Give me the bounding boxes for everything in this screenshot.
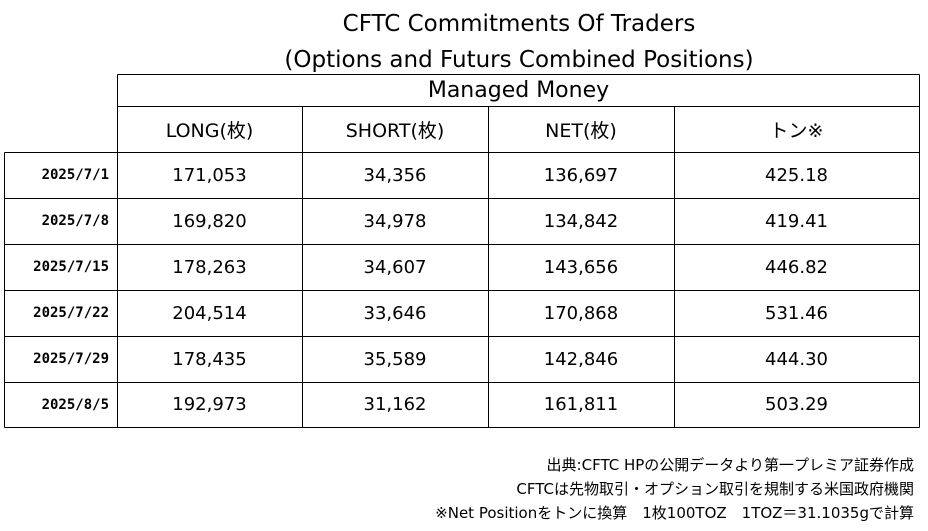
short-value: 33,646: [363, 302, 427, 324]
tons-value: 503.29: [765, 394, 828, 415]
row-date: 2025/7/1: [41, 167, 109, 183]
tons-value: 444.30: [765, 348, 828, 370]
tons-value: 531.46: [765, 302, 828, 324]
tons-value: 425.18: [765, 164, 828, 186]
net-value: 134,842: [543, 210, 619, 232]
long-value: 178,435: [172, 348, 247, 370]
net-value: 143,656: [543, 256, 619, 278]
tons-value: 419.41: [765, 210, 828, 232]
row-date: 2025/8/5: [41, 396, 109, 413]
long-value: 192,973: [172, 394, 247, 415]
short-value: 34,978: [363, 210, 427, 232]
chart-title: CFTC Commitments Of Traders: [342, 11, 696, 37]
row-date: 2025/7/8: [41, 213, 109, 229]
short-value: 35,589: [363, 348, 427, 370]
source-note: 出典:CFTC HPの公開データより第一プレミア証券作成: [546, 456, 914, 474]
net-value: 161,811: [543, 394, 619, 415]
net-value: 170,868: [543, 302, 619, 324]
column-header-short: SHORT(枚): [345, 119, 445, 142]
column-header-net: NET(枚): [545, 119, 617, 142]
long-value: 204,514: [172, 302, 247, 324]
net-value: 136,697: [543, 164, 619, 186]
long-value: 178,263: [172, 256, 247, 278]
short-value: 31,162: [363, 394, 427, 415]
tons-value: 446.82: [765, 256, 828, 278]
column-header-long: LONG(枚): [165, 119, 254, 142]
long-value: 169,820: [172, 210, 247, 232]
managed-money-header: Managed Money: [427, 77, 610, 103]
short-value: 34,356: [363, 164, 427, 186]
cftc-note: CFTCは先物取引・オプション取引を規制する米国政府機関: [516, 480, 914, 498]
row-date: 2025/7/22: [33, 305, 109, 321]
short-value: 34,607: [363, 256, 427, 278]
row-date: 2025/7/15: [33, 259, 109, 275]
row-date: 2025/7/29: [33, 351, 109, 367]
conversion-note: ※Net Positionをトンに換算 1枚100TOZ 1TOZ＝31.103…: [435, 504, 914, 522]
column-header-tons: トン※: [769, 119, 824, 142]
net-value: 142,846: [543, 348, 619, 370]
long-value: 171,053: [172, 164, 247, 186]
chart-subtitle: (Options and Futurs Combined Positions): [284, 47, 754, 73]
